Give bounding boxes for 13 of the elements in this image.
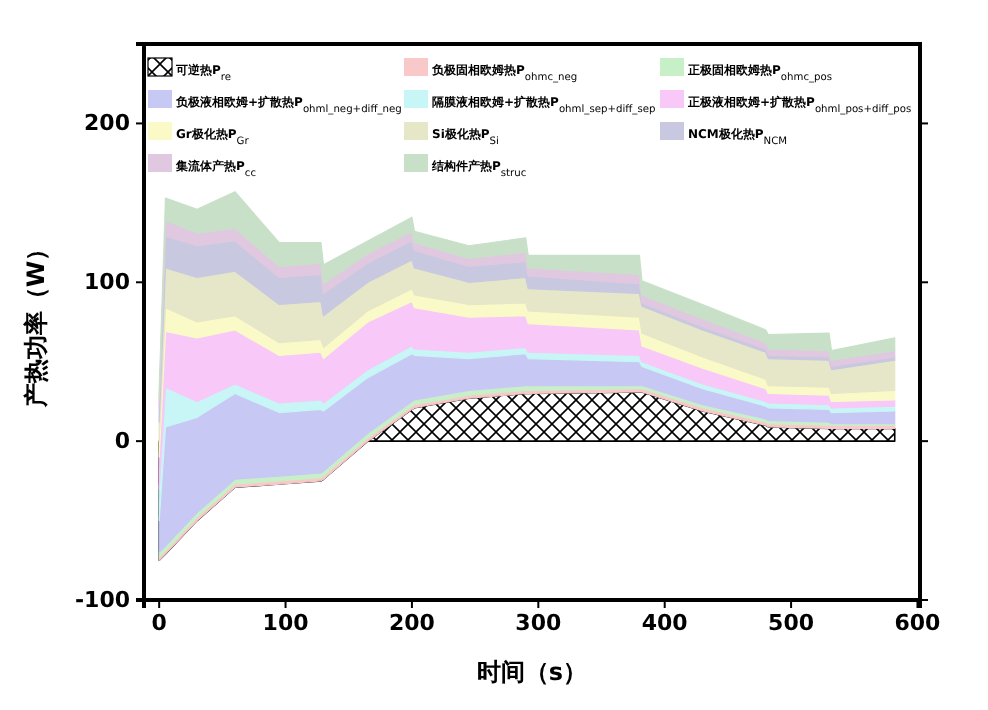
y-tick-label: 200 — [84, 110, 131, 137]
x-tick-label: 300 — [515, 609, 562, 636]
x-tick-label: 200 — [388, 609, 436, 636]
x-tick-label: 0 — [151, 609, 168, 636]
x-tick-label: 100 — [262, 609, 310, 636]
y-axis-title: 产热功率（W） — [22, 236, 50, 410]
y-tick-label: 0 — [114, 428, 131, 455]
x-tick-label: 400 — [641, 609, 689, 636]
y-tick-label: -100 — [74, 587, 131, 614]
y-tick-label: 100 — [84, 269, 131, 296]
x-tick-label: 500 — [768, 609, 815, 636]
x-axis-title: 时间（s） — [476, 658, 588, 686]
x-tick-label: 600 — [894, 609, 942, 636]
